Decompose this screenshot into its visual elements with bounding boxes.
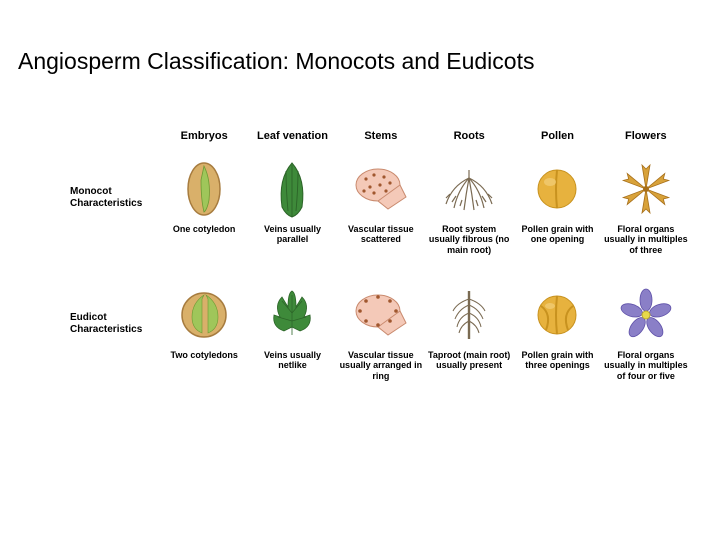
- col-head-roots: Roots: [425, 130, 513, 152]
- root-eudicot-icon: [438, 284, 500, 346]
- flower-monocot-icon: [615, 158, 677, 220]
- caption: Vascular tissue usually arranged in ring: [339, 350, 423, 381]
- cell-monocot-pollen: Pollen grain with one opening: [513, 158, 601, 278]
- pollen-eudicot-icon: [526, 284, 588, 346]
- cell-eudicot-leaf: Veins usually netlike: [248, 284, 336, 404]
- col-head-flowers: Flowers: [602, 130, 690, 152]
- leaf-monocot-icon: [261, 158, 323, 220]
- comparison-table: Embryos Leaf venation Stems Roots Pollen…: [70, 130, 690, 404]
- col-head-leaf: Leaf venation: [248, 130, 336, 152]
- cell-eudicot-root: Taproot (main root) usually present: [425, 284, 513, 404]
- leaf-eudicot-icon: [261, 284, 323, 346]
- cell-eudicot-embryo: Two cotyledons: [160, 284, 248, 404]
- caption: Floral organs usually in multiples of th…: [604, 224, 688, 255]
- cell-eudicot-pollen: Pollen grain with three openings: [513, 284, 601, 404]
- cell-eudicot-stem: Vascular tissue usually arranged in ring: [337, 284, 425, 404]
- cell-eudicot-flower: Floral organs usually in multiples of fo…: [602, 284, 690, 404]
- cell-monocot-embryo: One cotyledon: [160, 158, 248, 278]
- caption: Taproot (main root) usually present: [427, 350, 511, 371]
- col-head-embryos: Embryos: [160, 130, 248, 152]
- caption: Vascular tissue scattered: [339, 224, 423, 245]
- stem-eudicot-icon: [350, 284, 412, 346]
- flower-eudicot-icon: [615, 284, 677, 346]
- caption: Pollen grain with three openings: [515, 350, 599, 371]
- page-title: Angiosperm Classification: Monocots and …: [0, 0, 720, 75]
- cell-monocot-root: Root system usually fibrous (no main roo…: [425, 158, 513, 278]
- col-head-pollen: Pollen: [513, 130, 601, 152]
- cell-monocot-flower: Floral organs usually in multiples of th…: [602, 158, 690, 278]
- caption: Veins usually netlike: [250, 350, 334, 371]
- caption: Pollen grain with one opening: [515, 224, 599, 245]
- root-monocot-icon: [438, 158, 500, 220]
- caption: Floral organs usually in multiples of fo…: [604, 350, 688, 381]
- col-head-stems: Stems: [337, 130, 425, 152]
- row-head-eudicot: Eudicot Characteristics: [70, 284, 160, 404]
- caption: Two cotyledons: [170, 350, 237, 360]
- cell-monocot-stem: Vascular tissue scattered: [337, 158, 425, 278]
- row-head-monocot: Monocot Characteristics: [70, 158, 160, 278]
- caption: Veins usually parallel: [250, 224, 334, 245]
- pollen-monocot-icon: [526, 158, 588, 220]
- cell-monocot-leaf: Veins usually parallel: [248, 158, 336, 278]
- corner-cell: [70, 130, 160, 152]
- caption: Root system usually fibrous (no main roo…: [427, 224, 511, 255]
- caption: One cotyledon: [173, 224, 236, 234]
- stem-monocot-icon: [350, 158, 412, 220]
- embryo-eudicot-icon: [173, 284, 235, 346]
- embryo-monocot-icon: [173, 158, 235, 220]
